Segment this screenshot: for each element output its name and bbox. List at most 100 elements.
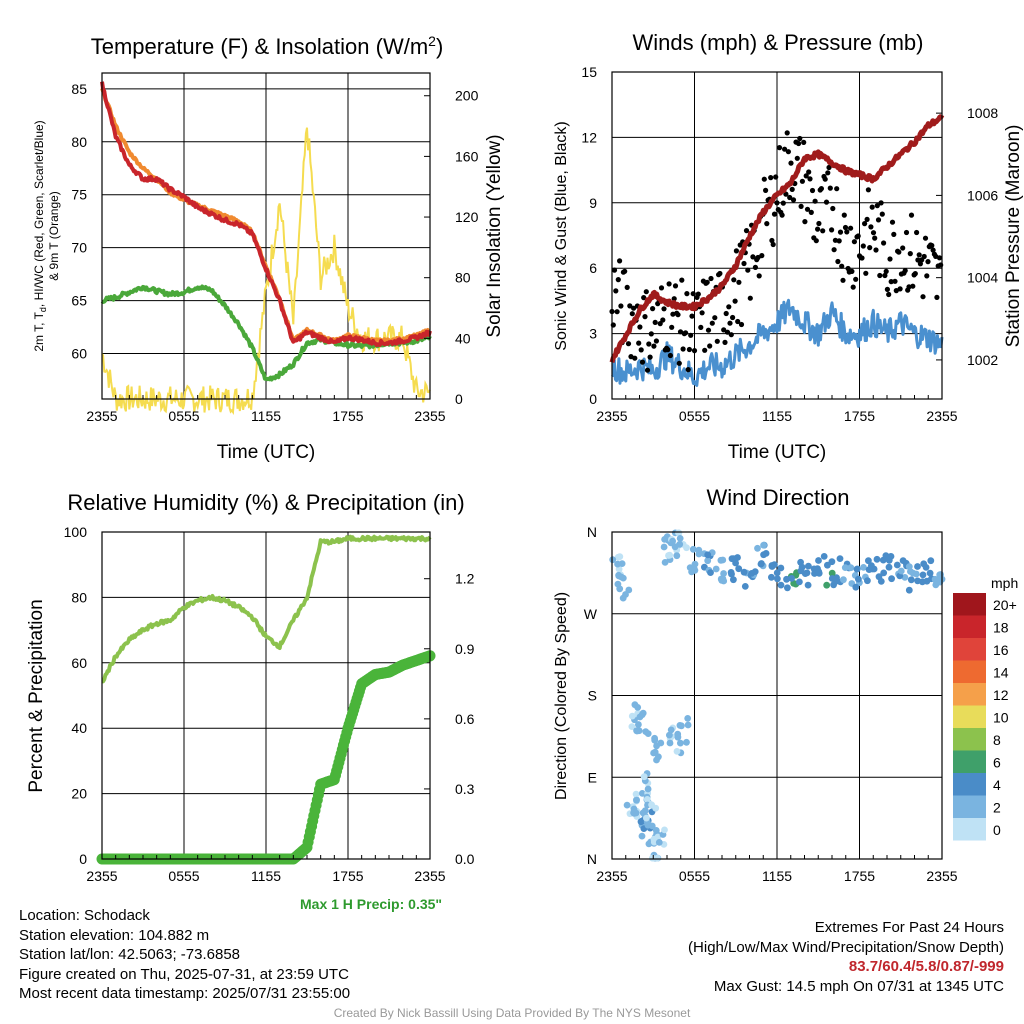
gust-point xyxy=(712,315,718,321)
direction-ytick-label: N xyxy=(587,524,597,540)
temperature-xlabel: Time (UTC) xyxy=(217,442,316,463)
gust-point xyxy=(815,226,821,232)
gust-point xyxy=(773,174,779,180)
direction-point xyxy=(651,748,659,756)
humidity-ytick-label: 40 xyxy=(71,720,87,736)
credit-line: Created By Nick Bassill Using Data Provi… xyxy=(333,1006,691,1020)
gust-point xyxy=(836,238,842,244)
gust-point xyxy=(929,242,935,249)
gust-point xyxy=(816,220,822,227)
gust-point xyxy=(887,256,893,262)
speed-legend-title: mph xyxy=(991,575,1018,591)
gust-point xyxy=(714,338,720,344)
winds-xtick-label: 2355 xyxy=(596,408,627,424)
winds-y2tick-label: 1002 xyxy=(967,352,998,368)
gust-point xyxy=(782,146,788,152)
direction-point xyxy=(704,557,712,565)
direction-ytick-label: S xyxy=(588,688,597,704)
gust-point xyxy=(756,273,762,279)
gust-point xyxy=(676,360,682,366)
winds-xtick-label: 1755 xyxy=(844,408,875,424)
speed-legend: mph 20+ 18 16 14 12 10 8 6 4 2 0 xyxy=(953,575,1018,841)
gust-point xyxy=(874,203,880,209)
direction-point xyxy=(634,704,642,711)
direction-point xyxy=(815,568,823,576)
speed-legend-swatch xyxy=(953,660,986,683)
humidity-y2tick-label: 0.6 xyxy=(455,711,475,727)
speed-legend-swatch xyxy=(953,728,986,751)
gust-point xyxy=(770,241,776,248)
direction-point xyxy=(644,785,652,793)
temperature-ylabel-right: Solar Insolation (Yellow) xyxy=(484,134,505,337)
gust-point xyxy=(614,309,620,315)
direction-point xyxy=(676,535,684,542)
temperature-title-superscript: 2 xyxy=(428,33,436,49)
direction-point xyxy=(645,840,653,848)
gust-point xyxy=(884,286,891,292)
direction-point xyxy=(665,552,672,559)
direction-point xyxy=(864,577,871,585)
gust-point xyxy=(661,306,667,312)
gust-point xyxy=(625,341,632,347)
gust-point xyxy=(863,270,869,276)
winds-y2tick-label: 1004 xyxy=(967,270,998,286)
recent-timestamp: Most recent data timestamp: 2025/07/31 2… xyxy=(19,985,351,1002)
gust-point xyxy=(912,271,918,277)
gust-point xyxy=(680,346,686,352)
direction-xtick-label: 2355 xyxy=(596,868,627,884)
gust-point xyxy=(865,187,872,193)
winds-ytick-label: 6 xyxy=(589,260,597,276)
gust-point xyxy=(823,199,830,205)
gust-point xyxy=(738,321,745,328)
gust-point xyxy=(875,217,882,223)
direction-point xyxy=(852,583,860,591)
temperature-ytick-label: 85 xyxy=(71,81,87,97)
gust-point xyxy=(848,225,854,231)
gust-point xyxy=(613,288,619,294)
station-location: Location: Schodack xyxy=(19,907,150,924)
winds-xtick-label: 2355 xyxy=(926,408,957,424)
direction-point xyxy=(641,807,649,814)
gust-point xyxy=(733,248,740,254)
extremes-values: 83.7/60.4/5.8/0.87/-999 xyxy=(848,958,1004,975)
gust-point xyxy=(908,212,915,218)
direction-title: Wind Direction xyxy=(706,485,849,510)
direction-point xyxy=(666,739,674,747)
gust-point xyxy=(622,268,628,274)
gust-point xyxy=(916,252,922,258)
gust-point xyxy=(869,204,875,210)
gust-point xyxy=(761,176,767,182)
gust-point xyxy=(902,268,908,274)
gust-point xyxy=(862,221,868,227)
gust-point xyxy=(708,275,714,282)
direction-point xyxy=(824,561,831,569)
gust-point xyxy=(743,228,750,234)
gust-point xyxy=(808,209,814,215)
gust-point xyxy=(785,149,792,155)
max-gust: Max Gust: 14.5 mph On 07/31 at 1345 UTC xyxy=(713,977,1004,995)
direction-point xyxy=(804,581,812,589)
direction-series xyxy=(609,529,946,862)
gust-point xyxy=(915,257,921,263)
direction-point xyxy=(855,575,862,583)
direction-point xyxy=(815,557,822,564)
winds-xtick-label: 0555 xyxy=(679,408,710,424)
direction-ytick-label: N xyxy=(587,851,597,867)
gust-point xyxy=(853,276,859,282)
gust-point xyxy=(722,339,728,345)
direction-point xyxy=(684,721,692,729)
gust-point xyxy=(886,291,892,298)
speed-legend-swatch xyxy=(953,683,986,706)
gust-point xyxy=(892,278,898,284)
gust-point xyxy=(917,261,924,267)
gust-point xyxy=(652,319,658,325)
direction-point xyxy=(655,839,663,846)
gust-point xyxy=(860,243,866,249)
direction-point xyxy=(625,586,633,594)
direction-panel: Wind Direction 2355 0555 1155 1755 2355NESWN… xyxy=(553,485,1018,884)
temperature-xtick-label: 1155 xyxy=(251,408,281,424)
winds-y2tick-label: 1006 xyxy=(967,187,998,203)
gust-point xyxy=(907,251,913,257)
gust-point xyxy=(867,245,873,251)
gust-point xyxy=(675,312,681,318)
